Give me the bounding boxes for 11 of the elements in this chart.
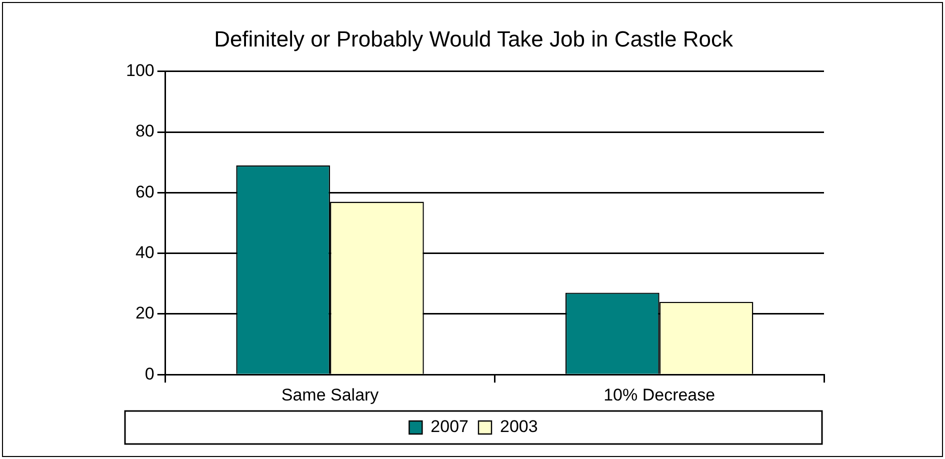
y-tick-label: 100 xyxy=(126,61,154,80)
legend-label: 2007 xyxy=(430,417,469,436)
x-tick-label: 10% Decrease xyxy=(604,385,716,404)
x-tick-label: Same Salary xyxy=(281,385,380,404)
y-tick-label: 40 xyxy=(135,243,154,262)
y-tick-label: 0 xyxy=(144,364,154,384)
legend-label: 2003 xyxy=(500,417,538,436)
y-tick-label: 60 xyxy=(135,182,154,202)
chart-title: Definitely or Probably Would Take Job in Castle Rock xyxy=(214,26,734,52)
y-tick-label: 20 xyxy=(135,304,154,323)
y-tick-label: 80 xyxy=(135,122,154,141)
